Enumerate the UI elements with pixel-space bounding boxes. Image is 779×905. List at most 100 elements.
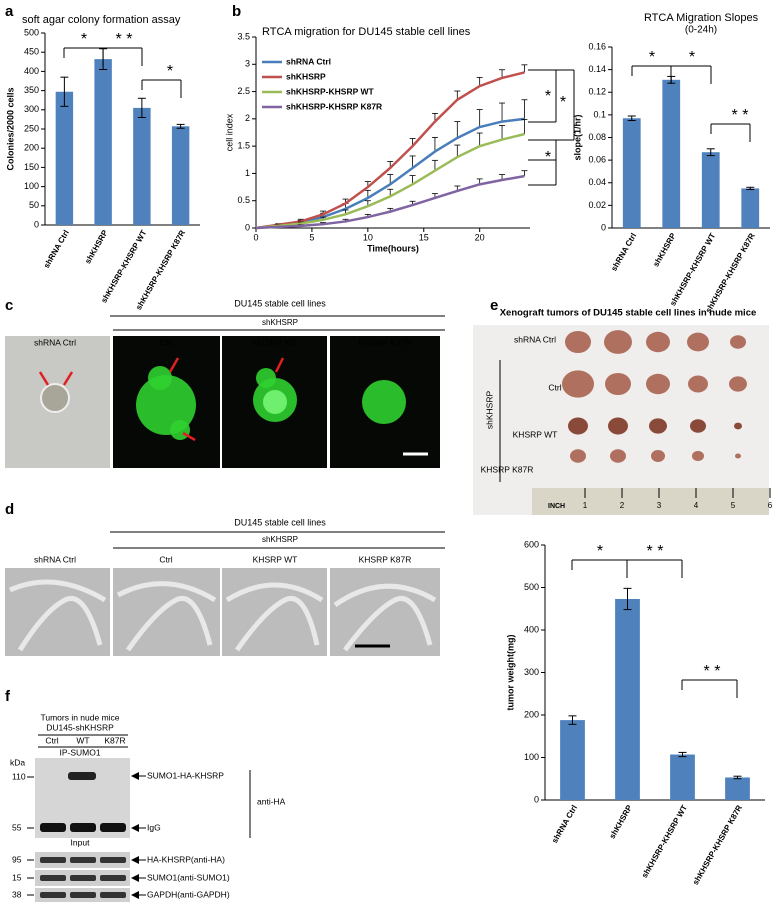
arrow <box>38 371 50 386</box>
tumor <box>605 372 631 396</box>
band-label: HA-KHSRP(anti-HA) <box>147 854 225 864</box>
y-tick-label: 200 <box>524 709 539 719</box>
y-tick-label: 100 <box>524 752 539 762</box>
tumor <box>735 453 741 459</box>
blot-title: Tumors in nude mice <box>40 712 119 722</box>
panel-title: DU145 stable cell lines <box>234 298 326 308</box>
arrow <box>62 371 74 386</box>
band <box>100 823 126 832</box>
band <box>40 857 66 863</box>
y-tick-label: 0.06 <box>588 155 606 165</box>
antibody-label: anti-HA <box>257 796 286 806</box>
chart-subtitle: (0-24h) <box>685 25 717 36</box>
y-tick-label: 0 <box>601 222 606 232</box>
x-tick-label: 5 <box>309 232 314 242</box>
y-tick-label: 300 <box>24 104 39 114</box>
chart-title: RTCA migration for DU145 stable cell lin… <box>262 26 471 38</box>
panel-label: c <box>5 297 13 314</box>
cell <box>40 383 70 413</box>
input-label: Input <box>71 837 91 847</box>
cell <box>362 380 406 424</box>
ruler-unit: INCH <box>548 503 565 510</box>
column-label: KHSRP WT <box>253 337 298 347</box>
blot-subtitle: DU145-shKHSRP <box>46 722 114 732</box>
row-label: KHSRP WT <box>513 429 558 439</box>
marker-label: 55 <box>12 822 22 832</box>
arrowhead <box>131 856 139 864</box>
y-tick-label: 150 <box>24 162 39 172</box>
tumor <box>608 417 628 435</box>
band-label: SUMO1-HA-KHSRP <box>147 770 224 780</box>
band-label: IgG <box>147 822 161 832</box>
tumor <box>565 330 591 354</box>
band <box>40 823 66 832</box>
tube-network <box>8 579 107 652</box>
y-tick-label: 0.04 <box>588 177 606 187</box>
x-tick-label: shKHSRP-KHSRP WT <box>640 803 689 879</box>
y-tick-label: 600 <box>524 539 539 549</box>
cell <box>136 375 196 435</box>
legend-label: shKHSRP-KHSRP K87R <box>286 101 382 111</box>
column-label: Ctrl <box>159 337 172 347</box>
legend-label: shKHSRP <box>286 71 326 81</box>
marker-label: 110 <box>12 771 26 781</box>
y-tick-label: 0.16 <box>588 41 606 51</box>
tumor <box>729 376 747 392</box>
arrow <box>182 431 196 442</box>
bar <box>94 59 112 225</box>
panel-label: a <box>5 3 14 20</box>
micrograph <box>113 568 220 656</box>
x-tick-label: shKHSRP-KHSRP WT <box>668 231 717 307</box>
x-tick-label: 20 <box>475 232 485 242</box>
bar <box>741 188 760 228</box>
column-label: KHSRP K87R <box>359 337 412 347</box>
bar <box>725 777 750 800</box>
band <box>68 772 96 780</box>
y-tick-label: 0.14 <box>588 64 606 74</box>
ruler-mark: 4 <box>694 501 699 510</box>
band-label: GAPDH(anti-GAPDH) <box>147 889 230 899</box>
panel-title: DU145 stable cell lines <box>234 517 326 527</box>
band <box>70 823 96 832</box>
lane-label: K87R <box>104 735 125 745</box>
bar <box>701 152 720 228</box>
ip-label: IP-SUMO1 <box>59 747 100 757</box>
significance: * <box>597 543 603 560</box>
band <box>100 875 126 881</box>
cell <box>256 368 276 388</box>
row-label: KHSRP K87R <box>481 464 534 474</box>
marker-label: 15 <box>12 872 22 882</box>
bar <box>133 107 151 225</box>
band <box>70 857 96 863</box>
significance: * <box>545 149 551 166</box>
x-axis-label: Time(hours) <box>367 243 419 253</box>
y-tick-label: 500 <box>24 27 39 37</box>
tumor <box>687 332 709 352</box>
x-tick-label: 15 <box>419 232 429 242</box>
arrowhead <box>131 891 139 899</box>
y-tick-label: 3.5 <box>237 31 250 41</box>
y-axis-label: slope(1/hr) <box>572 114 582 160</box>
y-tick-label: 0.02 <box>588 200 606 210</box>
tumor <box>690 419 706 433</box>
lane-label: WT <box>76 735 89 745</box>
column-label: Ctrl <box>159 554 172 564</box>
y-tick-label: 1 <box>245 168 250 178</box>
band <box>100 892 126 898</box>
y-tick-label: 1.5 <box>237 141 250 151</box>
cell <box>148 366 172 390</box>
marker-label: 38 <box>12 889 22 899</box>
panel-label: e <box>490 297 498 314</box>
tumor <box>649 418 667 434</box>
chart-title: RTCA Migration Slopes <box>644 12 759 24</box>
ruler-mark: 1 <box>583 501 588 510</box>
y-tick-label: 0 <box>534 794 539 804</box>
tumor <box>688 375 708 393</box>
tumor <box>568 417 588 435</box>
arrowhead <box>131 824 139 832</box>
significance: * * <box>116 31 133 48</box>
bar <box>55 91 74 225</box>
tumor <box>651 450 665 462</box>
tube-network <box>116 581 217 652</box>
x-tick-label: shRNA Ctrl <box>550 804 579 845</box>
